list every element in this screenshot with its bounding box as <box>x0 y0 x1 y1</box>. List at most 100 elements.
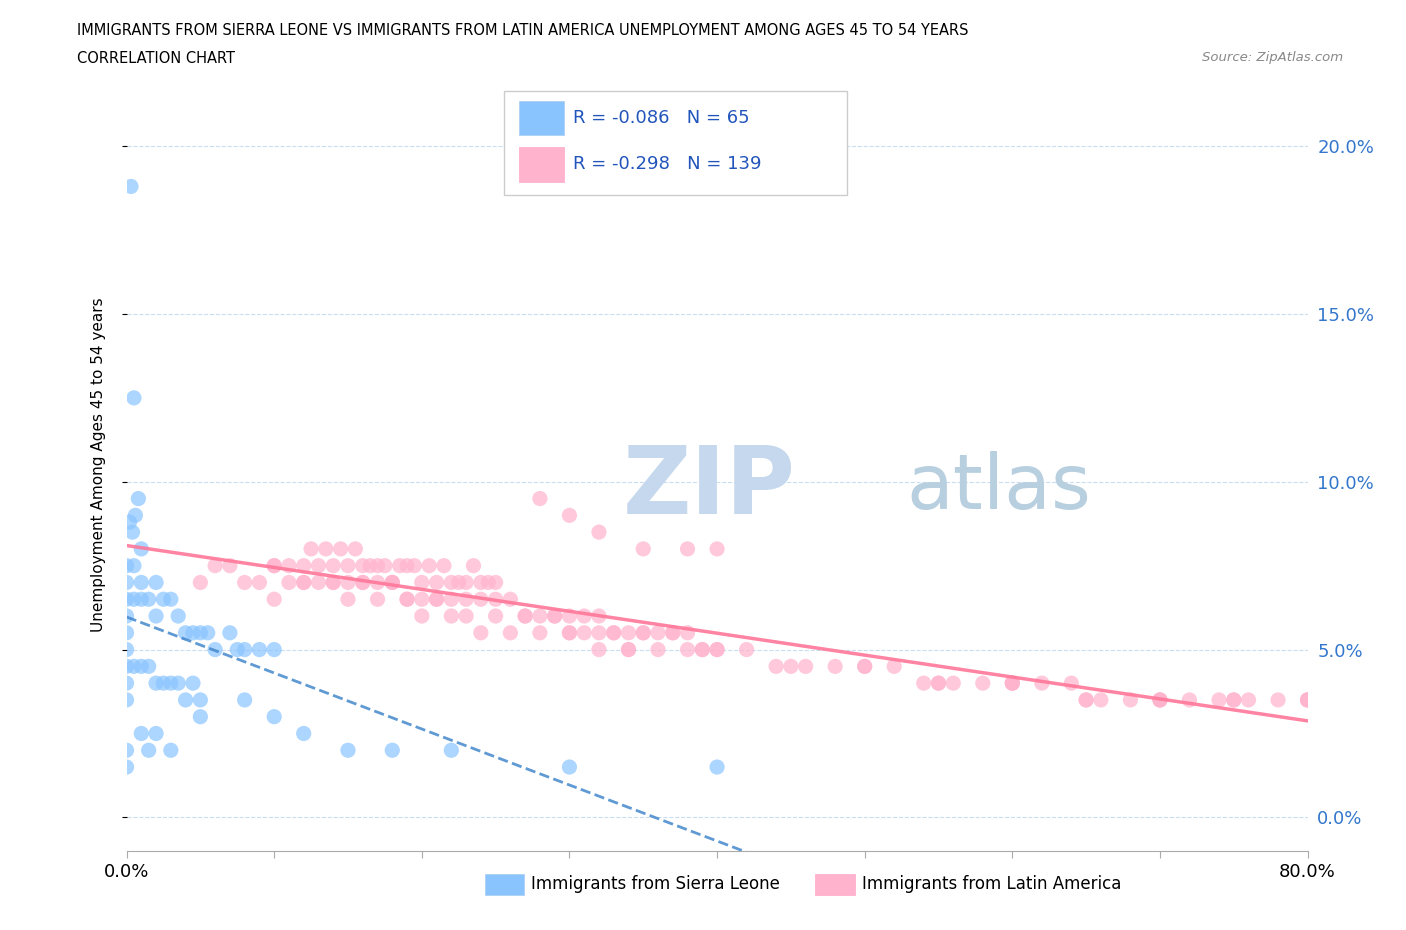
Point <box>352 575 374 590</box>
Point <box>1296 693 1319 708</box>
Point <box>463 558 485 573</box>
Point <box>765 659 787 674</box>
Point <box>226 642 249 657</box>
Text: R = -0.086   N = 65: R = -0.086 N = 65 <box>574 109 749 126</box>
Point <box>122 558 145 573</box>
Text: Immigrants from Sierra Leone: Immigrants from Sierra Leone <box>531 875 780 894</box>
FancyBboxPatch shape <box>519 147 564 181</box>
Point <box>603 625 626 640</box>
Point <box>145 676 167 691</box>
Point <box>1149 693 1171 708</box>
Point <box>529 491 551 506</box>
Point <box>972 676 994 691</box>
Point <box>824 659 846 674</box>
Point <box>138 743 160 758</box>
Point <box>1031 676 1053 691</box>
Point <box>662 625 685 640</box>
Point <box>411 575 433 590</box>
Point <box>676 541 699 556</box>
Point <box>706 642 728 657</box>
Point <box>322 558 344 573</box>
Point <box>853 659 876 674</box>
FancyBboxPatch shape <box>519 100 564 136</box>
Point <box>1149 693 1171 708</box>
Point <box>337 743 360 758</box>
Point <box>115 760 138 775</box>
Point <box>588 625 610 640</box>
Point <box>344 541 367 556</box>
Point <box>249 642 271 657</box>
Point <box>706 760 728 775</box>
Point <box>1001 676 1024 691</box>
Point <box>411 591 433 606</box>
Point <box>381 575 404 590</box>
Point <box>204 642 226 657</box>
Point <box>558 625 581 640</box>
Point <box>115 642 138 657</box>
Point <box>329 541 352 556</box>
Point <box>1296 693 1319 708</box>
Point <box>278 558 301 573</box>
Point <box>167 608 190 623</box>
Point <box>115 591 138 606</box>
Point <box>544 608 567 623</box>
Point <box>308 575 330 590</box>
Point <box>233 575 256 590</box>
Point <box>426 591 449 606</box>
Point <box>1237 693 1260 708</box>
Point <box>367 558 389 573</box>
Point <box>485 591 508 606</box>
Text: Immigrants from Latin America: Immigrants from Latin America <box>862 875 1121 894</box>
Point <box>352 575 374 590</box>
Point <box>617 642 640 657</box>
Point <box>1149 693 1171 708</box>
Point <box>456 575 478 590</box>
Point <box>249 575 271 590</box>
Text: CORRELATION CHART: CORRELATION CHART <box>77 51 235 66</box>
Point <box>219 625 242 640</box>
Point <box>315 541 337 556</box>
Point <box>381 743 404 758</box>
Point <box>1267 693 1289 708</box>
Point <box>367 575 389 590</box>
Point <box>152 676 174 691</box>
Point <box>404 558 426 573</box>
Point <box>485 575 508 590</box>
Point <box>120 179 142 193</box>
Point <box>396 591 419 606</box>
Point <box>292 726 315 741</box>
Point <box>706 541 728 556</box>
Point <box>122 659 145 674</box>
Point <box>603 625 626 640</box>
Point <box>115 608 138 623</box>
Point <box>433 558 456 573</box>
Point <box>381 575 404 590</box>
Point <box>219 558 242 573</box>
Point <box>1178 693 1201 708</box>
Point <box>662 625 685 640</box>
Point <box>470 625 492 640</box>
Point <box>633 541 655 556</box>
Point <box>558 625 581 640</box>
Point <box>263 710 285 724</box>
Point <box>118 514 141 529</box>
Point <box>558 508 581 523</box>
Point <box>299 541 322 556</box>
Point <box>124 508 146 523</box>
Point <box>115 558 138 573</box>
Point <box>322 575 344 590</box>
Point <box>138 591 160 606</box>
Point <box>515 608 537 623</box>
Point <box>115 693 138 708</box>
Point <box>411 608 433 623</box>
Point <box>115 676 138 691</box>
Point <box>152 591 174 606</box>
Point <box>129 541 153 556</box>
Point <box>1119 693 1142 708</box>
Point <box>470 591 492 606</box>
Point <box>367 591 389 606</box>
Point <box>1208 693 1230 708</box>
Point <box>188 710 212 724</box>
Point <box>115 659 138 674</box>
Point <box>263 558 285 573</box>
